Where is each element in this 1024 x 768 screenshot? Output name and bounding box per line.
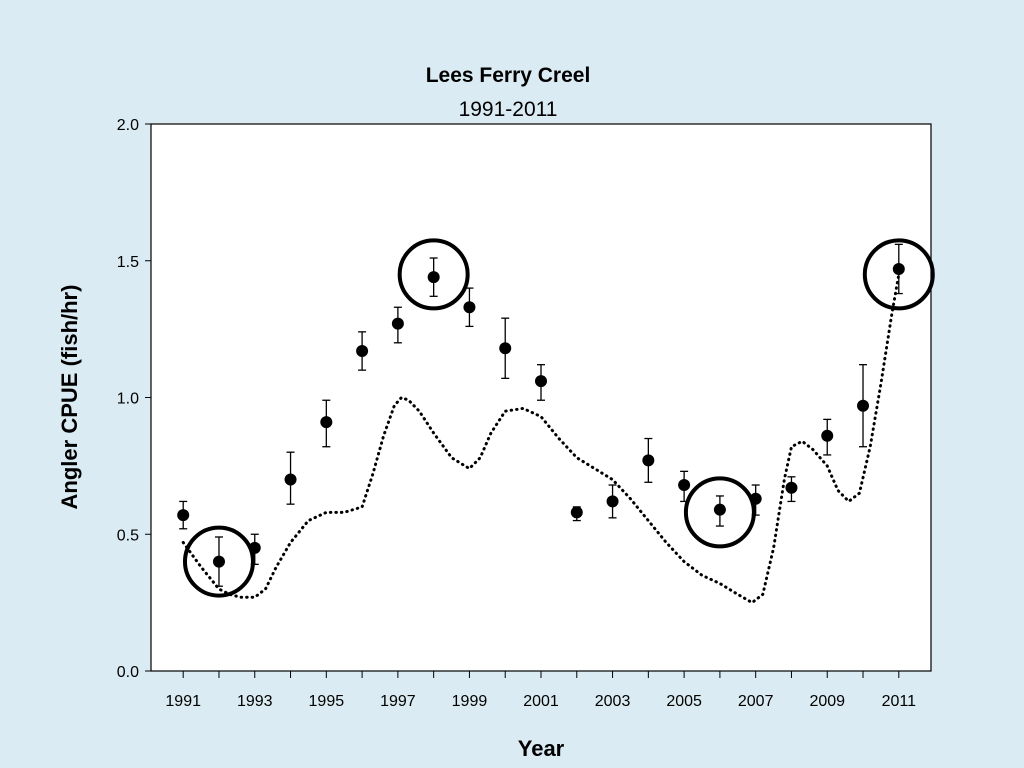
y-tick-label: 1.5 xyxy=(117,254,139,271)
x-axis-title: Year xyxy=(518,736,565,761)
data-point xyxy=(821,429,834,442)
data-point xyxy=(284,473,297,486)
highlight-circle xyxy=(182,525,255,598)
y-tick-label: 1.0 xyxy=(117,391,139,408)
y-tick-label: 0.5 xyxy=(117,527,139,544)
data-point xyxy=(857,399,870,412)
x-tick-label: 2009 xyxy=(809,693,845,710)
data-points-layer xyxy=(177,243,905,587)
highlight-circle xyxy=(862,238,935,311)
chart-subtitle: 1991-2011 xyxy=(459,98,558,121)
x-tick-label: 1997 xyxy=(380,693,416,710)
x-tick-label: 2003 xyxy=(595,693,631,710)
chart-title: Lees Ferry Creel xyxy=(426,64,591,87)
x-tick-label: 2005 xyxy=(666,693,702,710)
data-point xyxy=(713,503,726,516)
data-point xyxy=(177,509,190,522)
x-tick-label: 1993 xyxy=(237,693,273,710)
y-tick-label: 0.0 xyxy=(117,664,139,681)
highlight-circle xyxy=(683,476,756,549)
data-point xyxy=(356,345,369,358)
data-point xyxy=(892,262,905,275)
annotation-circles-layer xyxy=(182,238,935,598)
data-point xyxy=(606,495,619,508)
data-point xyxy=(391,317,404,330)
data-point xyxy=(427,271,440,284)
x-tick-label: 2011 xyxy=(882,693,917,710)
data-point xyxy=(535,375,547,388)
x-tick-label: 1999 xyxy=(452,693,488,710)
trend-curve-layer xyxy=(181,272,901,605)
axes-layer: 0.0 0.5 1.0 1.5 2.0 1991 1993 1995 1997 1999 2001 2… xyxy=(117,117,916,710)
x-tick-label: 2007 xyxy=(738,693,774,710)
y-tick-label: 2.0 xyxy=(117,117,139,134)
data-point xyxy=(463,301,476,314)
data-point xyxy=(212,555,225,568)
x-tick-label: 1991 xyxy=(165,693,201,710)
data-point xyxy=(642,454,655,467)
data-point xyxy=(570,506,583,519)
x-tick-label: 2001 xyxy=(523,693,559,710)
x-tick-label: 1995 xyxy=(309,693,345,710)
data-point xyxy=(320,416,333,429)
y-axis-title: Angler CPUE (fish/hr) xyxy=(57,285,82,510)
highlight-circle xyxy=(397,238,470,311)
trend-curve xyxy=(181,272,901,605)
data-point xyxy=(499,342,512,355)
data-point xyxy=(678,479,691,492)
data-point xyxy=(785,481,798,494)
